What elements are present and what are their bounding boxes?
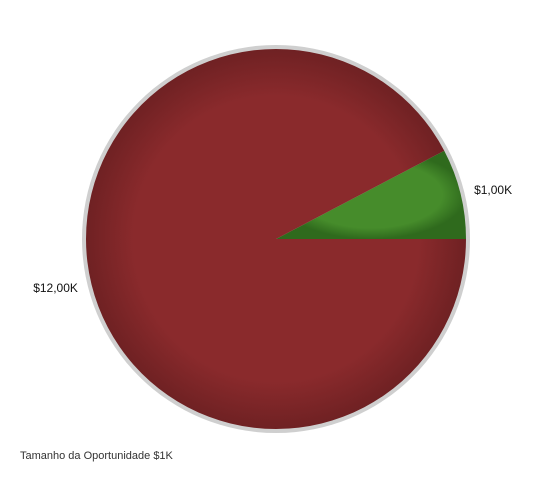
pie-slice (276, 150, 466, 239)
pie-slice (86, 49, 467, 430)
footer-note: Tamanho da Oportunidade $1K (20, 450, 173, 462)
pie-slice-label: $12,00K (33, 281, 78, 295)
pie-slices (86, 49, 467, 430)
pie-labels: $1,00K $12,00K (33, 183, 512, 295)
pie-slice-label: $1,00K (474, 183, 512, 197)
